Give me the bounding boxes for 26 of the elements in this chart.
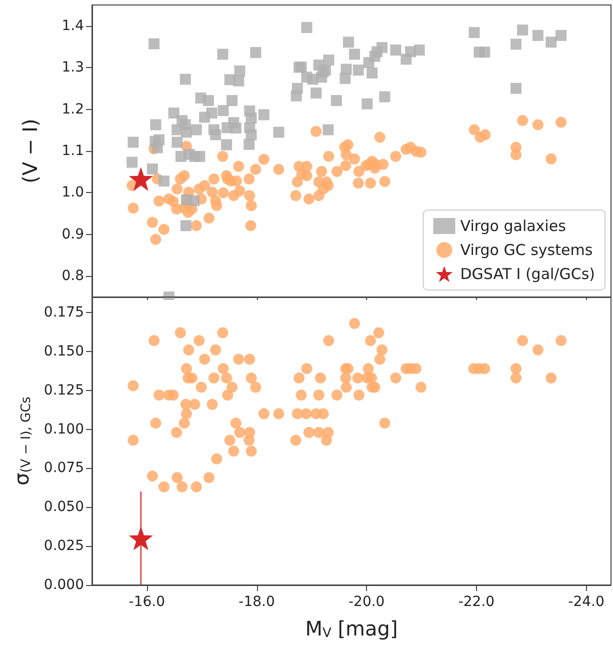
y-tick-label: 0.175 <box>44 304 84 321</box>
y-axis-title: (V − I) <box>18 118 42 184</box>
y-tick-label: 1.1 <box>62 143 84 159</box>
y-tick-label: 0.050 <box>44 499 84 516</box>
y-tick-label: 0.100 <box>44 421 84 438</box>
y-tick-label: 0.125 <box>44 382 84 398</box>
legend-label: Virgo GC systems <box>460 241 593 259</box>
y-tick-label: 1.0 <box>62 184 84 201</box>
y-tick-label: 0.9 <box>62 226 84 242</box>
y-tick-label: 0.000 <box>44 577 84 593</box>
x-tick-label: -16.0 <box>128 594 166 610</box>
legend-label: DGSAT I (gal/GCs) <box>460 265 596 283</box>
x-tick-label: -24.0 <box>568 594 604 610</box>
y-axis-title: σ(V − I), GCs <box>10 396 34 486</box>
legend-label: Virgo galaxies <box>460 217 566 235</box>
x-tick-label: -18.0 <box>238 594 275 610</box>
x-tick-label: -20.0 <box>348 594 385 610</box>
x-tick-label: -22.0 <box>458 594 495 610</box>
y-tick-label: 0.075 <box>44 460 84 476</box>
y-tick-label: 1.2 <box>62 101 84 118</box>
y-tick-label: 0.025 <box>44 538 84 554</box>
y-tick-label: 1.4 <box>62 18 84 34</box>
y-tick-label: 0.8 <box>62 268 84 284</box>
x-axis-title: MV [mag] <box>305 616 398 641</box>
y-tick-label: 0.150 <box>44 343 84 360</box>
y-tick-label: 1.3 <box>62 60 84 76</box>
